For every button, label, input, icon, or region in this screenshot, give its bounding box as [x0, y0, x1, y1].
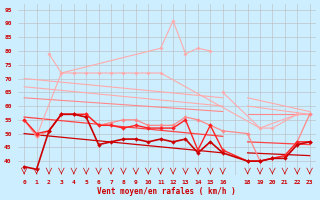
X-axis label: Vent moyen/en rafales ( km/h ): Vent moyen/en rafales ( km/h )	[98, 187, 236, 196]
